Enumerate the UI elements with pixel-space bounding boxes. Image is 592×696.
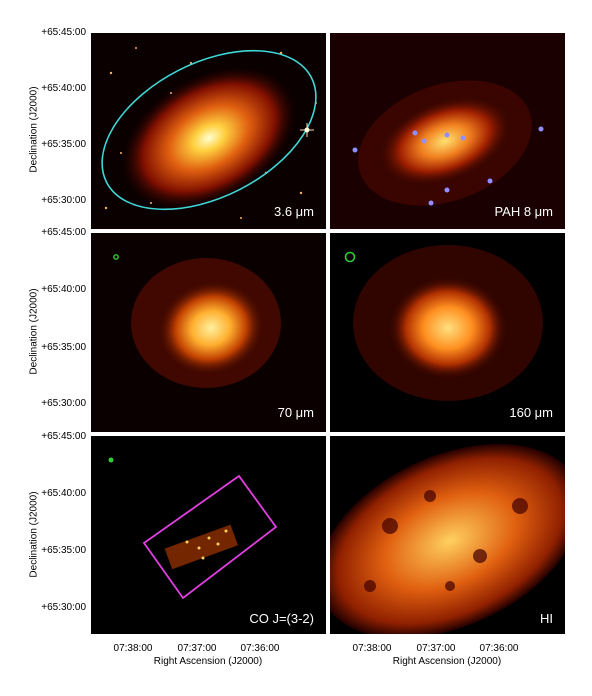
y-tick: +65:40:00 [41,284,86,295]
panel-label: PAH 8 μm [494,204,553,219]
panel-co-3-2: CO J=(3-2) [91,436,326,634]
y-axis-label: Declination (J2000) [28,288,40,375]
image-co-3-2 [91,436,326,634]
y-tick: +65:30:00 [41,398,86,409]
y-tick: +65:35:00 [41,342,86,353]
panel-label: 3.6 μm [273,204,314,219]
x-axis-label: Right Ascension (J2000) [153,656,263,667]
y-axis-label: Declination (J2000) [28,86,40,173]
panel-label: 70 μm [277,405,314,420]
y-tick: +65:40:00 [41,488,86,499]
y-tick: +65:35:00 [41,139,86,150]
y-tick: +65:45:00 [41,227,86,238]
panel-pah-8um: PAH 8 μm [330,33,565,229]
x-tick: 07:38:00 [352,643,392,654]
x-tick: 07:37:00 [416,643,456,654]
y-axis-label: Declination (J2000) [28,491,40,578]
image-3p6um [91,33,326,229]
beam-marker [113,254,119,260]
marker-points [352,126,544,206]
image-160um [330,233,565,432]
y-tick: +65:35:00 [41,545,86,556]
x-tick: 07:36:00 [479,643,519,654]
co-coverage-box [142,474,278,600]
panel-160um: 160 μm [330,233,565,432]
panel-label: 160 μm [509,405,553,420]
image-pah-8um [330,33,565,229]
x-tick: 07:38:00 [113,643,153,654]
y-tick: +65:45:00 [41,431,86,442]
panel-label: CO J=(3-2) [249,611,314,626]
x-tick: 07:37:00 [177,643,217,654]
x-axis-label: Right Ascension (J2000) [392,656,502,667]
beam-marker [108,457,114,463]
panel-70um: 70 μm [91,233,326,432]
panel-hi: HI [330,436,565,634]
y-tick: +65:30:00 [41,195,86,206]
y-tick: +65:40:00 [41,83,86,94]
image-hi [330,436,565,634]
image-70um [91,233,326,432]
panel-3p6um: 3.6 μm [91,33,326,229]
beam-marker [344,251,356,263]
aperture-ellipse [101,49,317,211]
y-tick: +65:45:00 [41,27,86,38]
panel-label: HI [540,611,553,626]
y-tick: +65:30:00 [41,602,86,613]
x-tick: 07:36:00 [240,643,280,654]
